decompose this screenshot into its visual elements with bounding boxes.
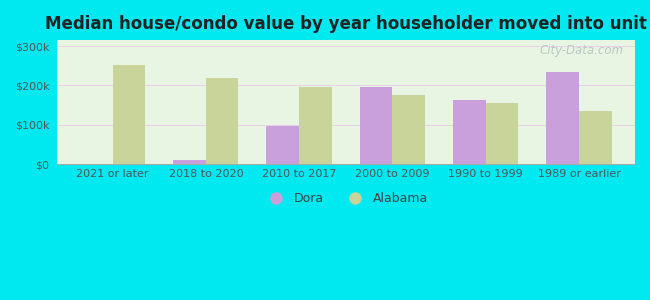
Bar (299, 87, 332, 164)
Bar (579, 111, 612, 164)
Bar (453, 100, 486, 164)
Text: City-Data.com: City-Data.com (540, 44, 623, 57)
Bar (173, 160, 206, 164)
Bar (547, 72, 579, 164)
Bar (206, 78, 239, 164)
Bar (360, 87, 393, 164)
Bar (112, 64, 145, 164)
Bar (393, 95, 425, 164)
Bar (266, 126, 299, 164)
Legend: Dora, Alabama: Dora, Alabama (259, 187, 433, 210)
Title: Median house/condo value by year householder moved into unit: Median house/condo value by year househo… (45, 15, 647, 33)
Bar (486, 103, 519, 164)
